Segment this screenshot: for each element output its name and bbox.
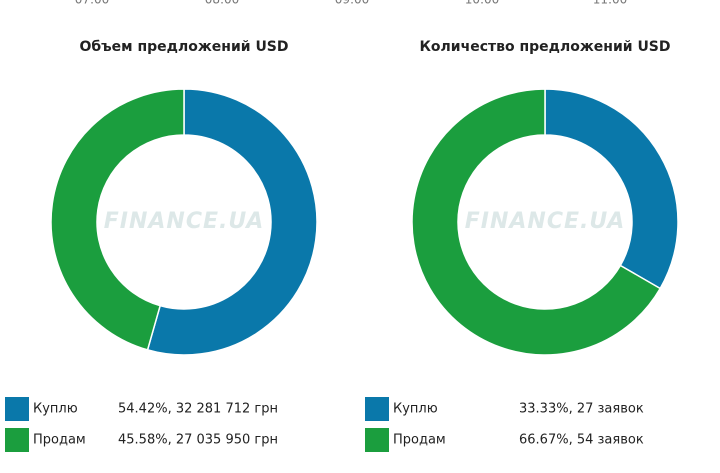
legend-label: Куплю: [33, 402, 78, 417]
legend-value: 45.58%, 27 035 950 грн: [118, 433, 278, 448]
legend-swatch: [5, 428, 29, 452]
chart-title: Объем предложений USD: [79, 39, 288, 55]
legend-value: 54.42%, 32 281 712 грн: [118, 402, 278, 417]
time-label: 10:00: [465, 0, 500, 7]
donut-segment: [544, 88, 679, 290]
legend-swatch: [365, 397, 389, 421]
legend-label: Куплю: [393, 402, 438, 417]
legend-label: Продам: [393, 433, 446, 448]
time-label: 08:00: [205, 0, 240, 7]
time-label: 09:00: [335, 0, 370, 7]
time-label: 11:00: [593, 0, 628, 7]
watermark: FINANCE.UA: [104, 209, 265, 234]
time-label: 07:00: [75, 0, 110, 7]
donut-segment: [146, 88, 318, 356]
legend-label: Продам: [33, 433, 86, 448]
donut-segment: [411, 88, 662, 356]
donut-segment: [50, 88, 185, 351]
legend-swatch: [365, 428, 389, 452]
legend-value: 66.67%, 54 заявок: [519, 433, 644, 448]
chart-title: Количество предложений USD: [419, 39, 670, 55]
watermark: FINANCE.UA: [465, 209, 626, 234]
legend-value: 33.33%, 27 заявок: [519, 402, 644, 417]
legend-swatch: [5, 397, 29, 421]
